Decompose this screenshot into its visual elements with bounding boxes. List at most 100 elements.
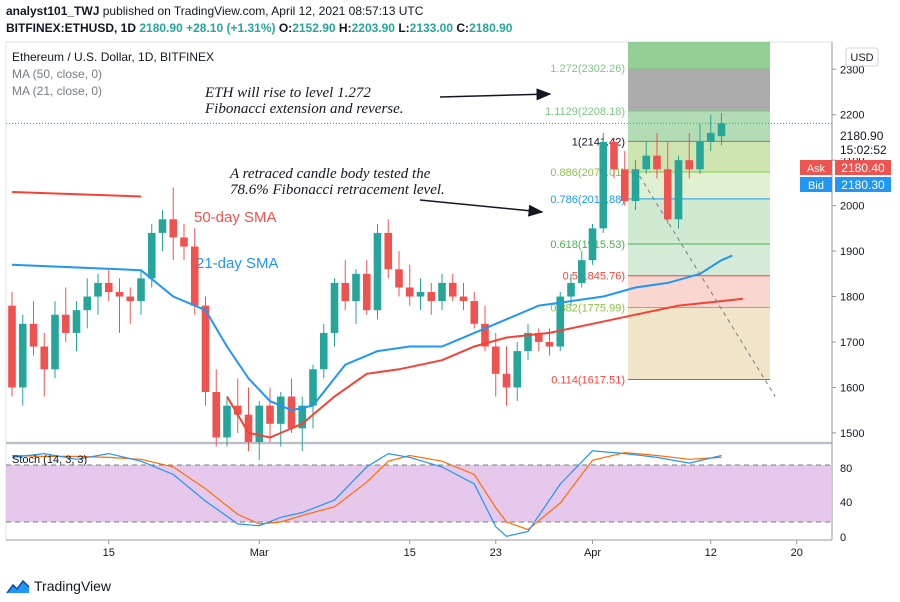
candle-body <box>524 332 532 352</box>
candle-body <box>29 323 38 347</box>
time-tick-label: 20 <box>791 547 803 559</box>
price-axis[interactable]: 150016001700180019002000210022002300 <box>832 64 864 440</box>
candle-body <box>416 292 425 297</box>
candle-body <box>545 342 554 347</box>
candle-body <box>330 282 339 333</box>
candle-body <box>706 132 715 142</box>
author-name[interactable]: analyst101_TWJ <box>6 4 100 18</box>
candles <box>8 112 726 461</box>
candle-body <box>663 169 672 220</box>
time-axis[interactable]: 15 Mar 15 23 Apr 12 20 <box>103 540 803 559</box>
close-label: C: <box>456 21 470 35</box>
publisher-line: analyst101_TWJ published on TradingView.… <box>6 4 423 18</box>
candle-body <box>276 396 285 424</box>
ask-label: Ask <box>807 163 826 175</box>
candle-body <box>448 282 457 297</box>
stochastic-pane <box>6 450 832 537</box>
fib-zone <box>628 244 770 276</box>
candle-body <box>255 405 264 442</box>
annotation-50-day-sma: 50-day SMA <box>194 209 277 226</box>
price-tick-label: 1500 <box>840 428 864 440</box>
price-tick-label: 2000 <box>840 201 864 213</box>
candle-body <box>395 269 403 288</box>
price-change: +28.10 (+1.31%) <box>186 21 276 35</box>
currency-label-box[interactable] <box>845 47 879 67</box>
candle-body <box>212 392 221 438</box>
fib-zone <box>628 171 770 199</box>
legend-ma21: MA (21, close, 0) <box>12 84 102 98</box>
chart-header: analyst101_TWJ published on TradingView.… <box>0 0 900 42</box>
price-tick-label: 1600 <box>840 382 864 394</box>
candle-body <box>567 282 575 297</box>
price-tick-label: 2300 <box>840 64 864 76</box>
fib-zone <box>628 68 770 112</box>
fibonacci-retracement[interactable]: 1.272(2302.26)1.1129(2208.18)1(2141.42)0… <box>545 42 770 386</box>
published-text: published on TradingView.com, April 12, … <box>102 4 424 18</box>
ask-label-box <box>800 160 832 175</box>
candle-body <box>513 351 522 388</box>
moving-averages <box>11 191 744 439</box>
ma50-line-early <box>11 191 142 198</box>
bid-label-box <box>800 177 832 192</box>
candle-body <box>685 160 694 170</box>
candle-body <box>126 296 135 302</box>
low-label: L: <box>398 21 410 35</box>
annotation-arrow-retracement <box>419 199 544 217</box>
fib-zone <box>628 275 770 308</box>
time-tick-label: 23 <box>490 547 502 559</box>
open-label: O: <box>278 21 293 35</box>
ask-value: 2180.40 <box>841 161 885 175</box>
candle-body <box>266 405 274 424</box>
candle-body <box>169 219 178 238</box>
candle-body <box>599 142 608 229</box>
candle-body <box>459 296 468 302</box>
price-tag-value: 2180.90 <box>840 129 884 143</box>
candle-body <box>72 310 81 333</box>
fib-zone <box>628 198 770 245</box>
candle-body <box>223 405 231 438</box>
time-tick-label: 15 <box>103 547 115 559</box>
candle-body <box>244 414 253 442</box>
candle-body <box>40 346 49 370</box>
stoch-d-line <box>11 451 722 531</box>
candle-body <box>653 155 661 170</box>
candle-body <box>287 396 296 429</box>
candle-body <box>8 305 16 388</box>
candle-body <box>18 323 27 388</box>
fib-level-label: 0.5(1845.76) <box>563 271 625 283</box>
fib-level-label: 0.382(1775.99) <box>550 302 625 314</box>
time-tick-label: Mar <box>250 547 269 559</box>
tradingview-brand: TradingView <box>34 578 112 594</box>
stoch-k-line <box>11 450 722 537</box>
candle-body <box>620 169 629 202</box>
symbol-interval: BITFINEX:ETHUSD, 1D <box>6 21 137 35</box>
candle-body <box>61 314 70 333</box>
ma50-line <box>226 297 744 439</box>
last-price: 2180.90 <box>139 21 183 35</box>
candle-body <box>104 282 113 292</box>
candle-body <box>341 282 350 302</box>
stoch-band <box>6 465 832 522</box>
candle-body <box>137 278 145 302</box>
candle-body <box>610 142 618 170</box>
bid-value: 2180.30 <box>841 178 885 192</box>
candle-body <box>83 296 92 311</box>
stoch-tick-80: 80 <box>840 463 852 475</box>
fib-level-label: 0.618(1915.53) <box>550 239 625 251</box>
ma21-line-early <box>11 263 142 272</box>
candle-body <box>51 314 59 370</box>
candle-body <box>438 282 446 302</box>
candle-body <box>298 405 307 429</box>
ask-value-box <box>835 160 891 175</box>
candle-body <box>352 273 360 302</box>
candle-body <box>717 123 726 137</box>
candle-body <box>556 296 565 347</box>
tradingview-logo[interactable]: TradingView <box>6 577 111 595</box>
price-chart[interactable]: 1.272(2302.26)1.1129(2208.18)1(2141.42)0… <box>0 0 900 572</box>
high-label: H: <box>338 21 352 35</box>
candle-body <box>190 246 199 306</box>
low-value: 2133.00 <box>409 21 454 35</box>
open-value: 2152.90 <box>292 21 336 35</box>
candle-body <box>233 405 242 415</box>
time-tick-label: Apr <box>584 547 601 559</box>
